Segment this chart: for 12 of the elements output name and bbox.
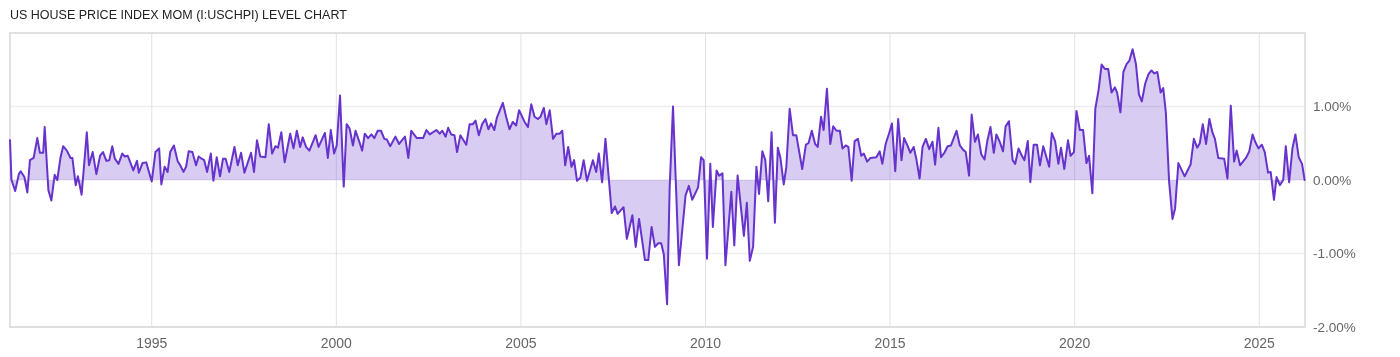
x-tick-label: 2025: [1243, 335, 1275, 351]
y-tick-label: -1.00%: [1313, 246, 1356, 262]
x-tick-label: 2020: [1059, 335, 1091, 351]
x-tick-label: 2010: [689, 335, 722, 351]
x-tick-label: 2000: [320, 335, 353, 351]
y-tick-label: 1.00%: [1313, 99, 1352, 115]
x-tick-label: 2005: [505, 335, 537, 351]
y-tick-label: -2.00%: [1313, 319, 1356, 335]
chart-title: US HOUSE PRICE INDEX MOM (I:USCHPI) LEVEL CHART: [10, 8, 348, 22]
x-tick-label: 1995: [136, 335, 168, 351]
x-tick-label: 2015: [874, 335, 906, 351]
y-tick-label: 0.00%: [1313, 172, 1352, 188]
